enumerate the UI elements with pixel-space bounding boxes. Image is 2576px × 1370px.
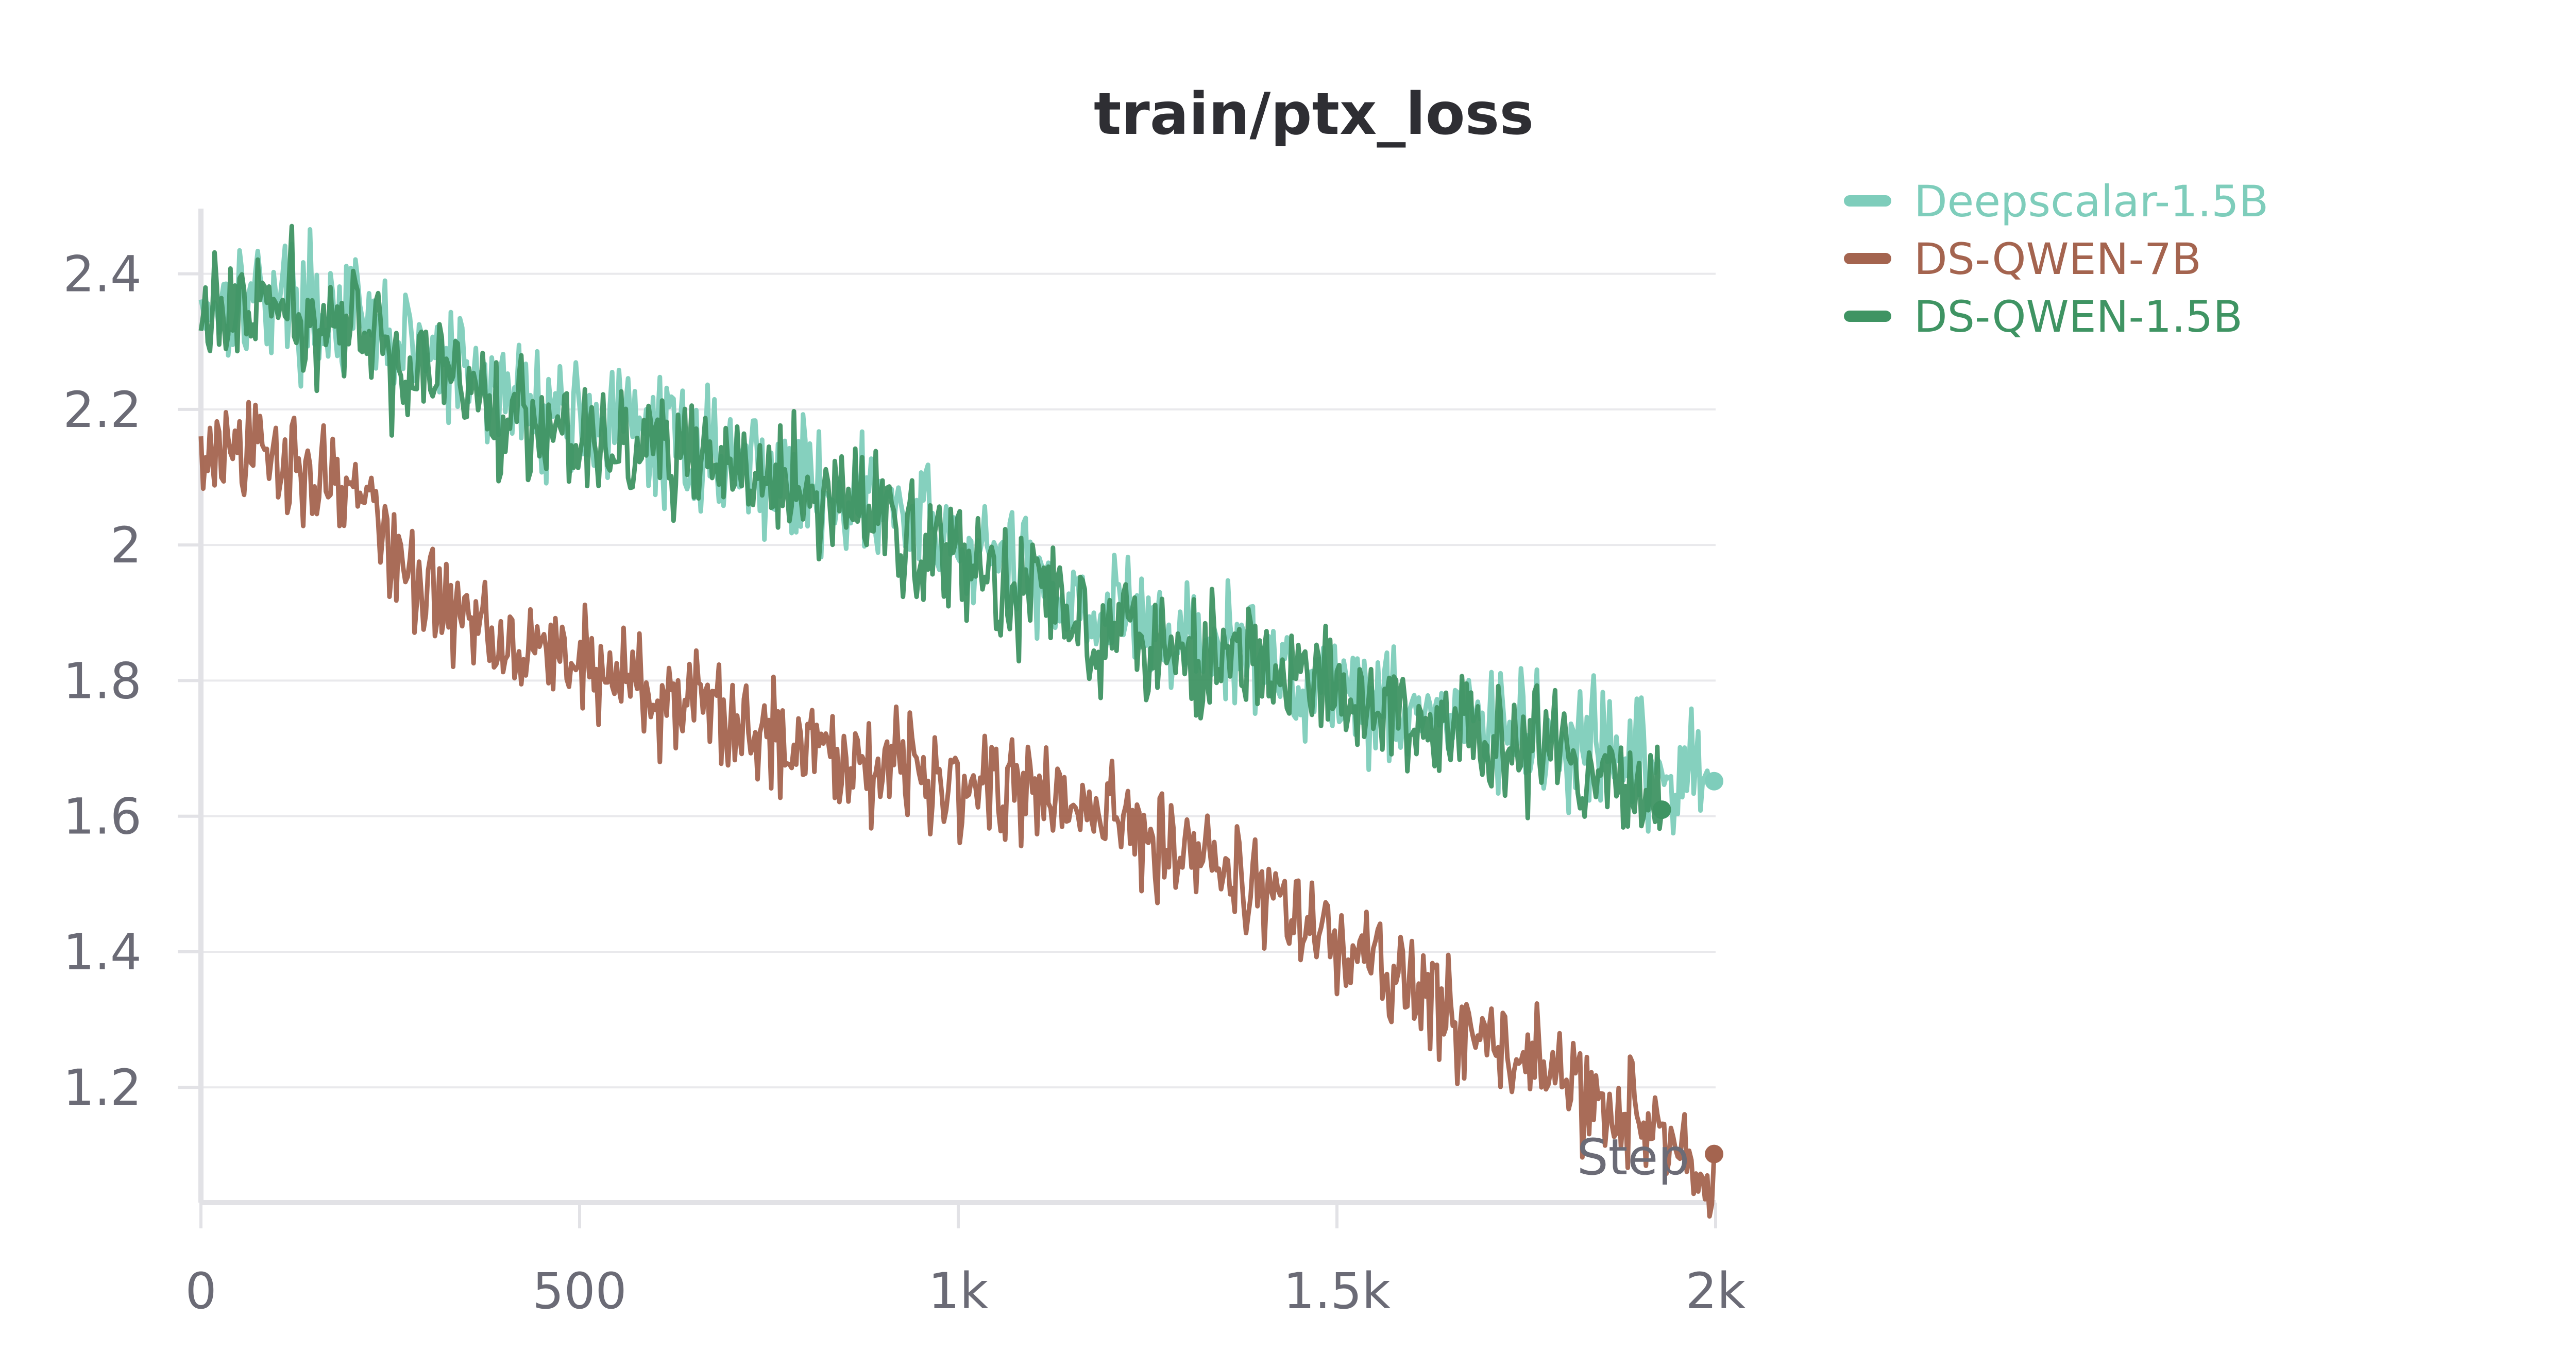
legend-label: Deepscalar-1.5B: [1914, 176, 2268, 227]
x-tick-label: 1.5k: [1283, 1262, 1391, 1320]
series-end-point: [1705, 1144, 1724, 1163]
x-tick-label: 500: [532, 1262, 626, 1320]
y-tick-label: 2.2: [63, 381, 142, 439]
x-tick-label: 1k: [928, 1262, 989, 1320]
legend: Deepscalar-1.5B DS-QWEN-7B DS-QWEN-1.5B: [1844, 176, 2268, 342]
x-axis-label: Step: [1577, 1128, 1690, 1186]
series-line-ds-qwen-1-5b: [198, 224, 1665, 831]
y-tick-label: 1.6: [63, 788, 142, 846]
y-tick-label: 2.4: [63, 246, 142, 303]
series-end-point: [1705, 772, 1724, 791]
series-end-point: [1652, 800, 1671, 819]
series-line-ds-qwen-7b: [198, 400, 1717, 1219]
axes: 1.2 1.4 1.6 1.8 2 2.2 2.4 0 500 1k 1.5k 2k: [63, 209, 1746, 1320]
y-tick-label: 1.8: [63, 652, 142, 710]
y-tick-label: 1.4: [63, 923, 142, 981]
series-lines: [198, 224, 1724, 1219]
y-tick-label: 1.2: [63, 1059, 142, 1117]
legend-label: DS-QWEN-7B: [1914, 234, 2201, 284]
x-tick-label: 2k: [1686, 1262, 1746, 1320]
y-tick-label: 2: [110, 517, 142, 574]
x-tick-label: 0: [185, 1262, 216, 1320]
chart-title: train/ptx_loss: [1094, 81, 1534, 148]
legend-label: DS-QWEN-1.5B: [1914, 292, 2243, 342]
grid-lines: [201, 272, 1716, 1089]
